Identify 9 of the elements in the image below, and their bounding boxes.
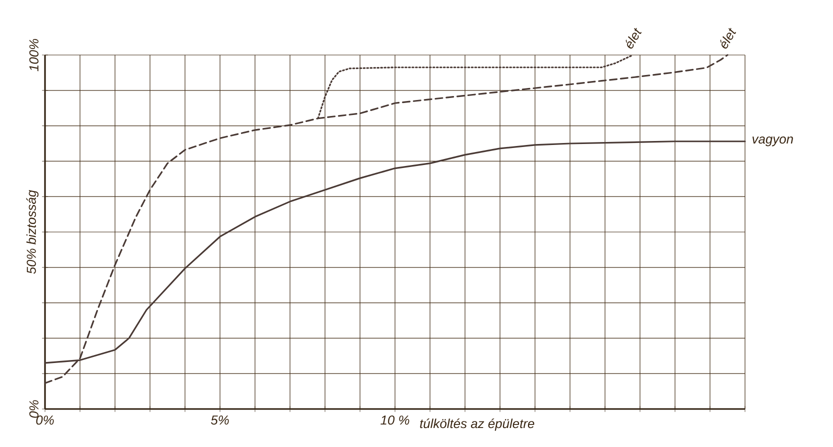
x-tick-label: 5% <box>210 416 229 425</box>
x-tick-label: 10 % <box>380 416 410 425</box>
y-tick-label: 50% biztosság <box>26 190 38 274</box>
text: élet <box>720 28 736 49</box>
x-axis-title: túlköltés az épületre <box>420 418 534 431</box>
series-label: vagyon <box>752 136 793 146</box>
text: élet <box>626 28 642 49</box>
x-tick-label: 0% <box>36 416 54 425</box>
y-tick-label: 100% <box>29 39 38 72</box>
